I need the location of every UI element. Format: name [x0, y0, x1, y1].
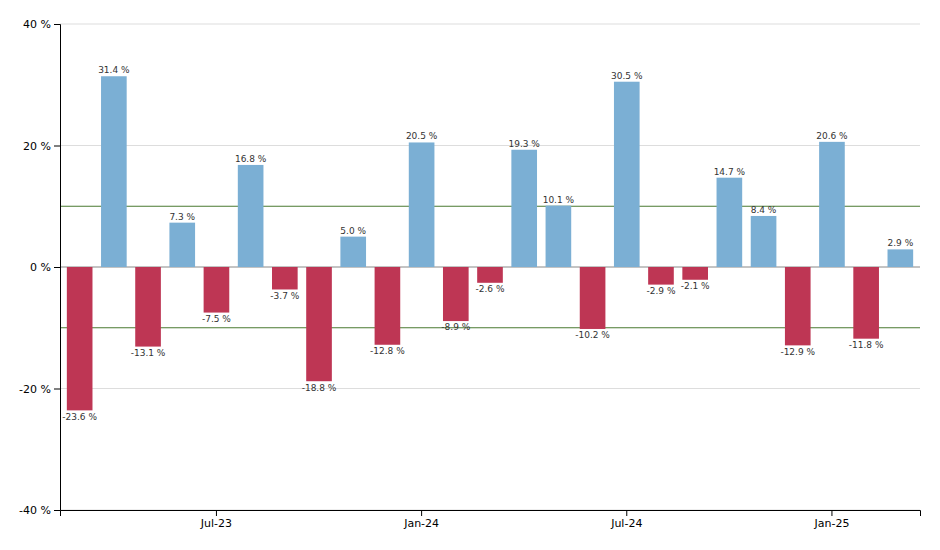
bar: [682, 267, 708, 280]
grid-line: [60, 145, 920, 146]
tick-label: Jan-24: [403, 517, 439, 530]
bar: [340, 237, 366, 267]
y-axis: -40 % -20 % 0 % 20 % 40 %: [19, 18, 60, 517]
data-label: -23.6 %: [62, 412, 97, 422]
bar: [853, 267, 879, 339]
bar: [443, 267, 469, 321]
data-label: -12.8 %: [370, 346, 405, 356]
chart: -23.6 % 31.4 % -13.1 % 7.3 % -7.5 % 16.8 % -3.…: [0, 0, 940, 550]
bar: [580, 267, 606, 329]
bar: [272, 267, 298, 289]
tick-mark: [216, 510, 217, 516]
bar: [819, 142, 845, 267]
bar: [67, 267, 93, 410]
plot: -23.6 % 31.4 % -13.1 % 7.3 % -7.5 % 16.8 % -3.…: [19, 18, 920, 530]
axis-line: [54, 25, 61, 511]
tick-label: 40 %: [23, 18, 51, 31]
tick-mark: [626, 510, 627, 516]
data-label: 19.3 %: [508, 139, 540, 149]
bar: [477, 267, 503, 283]
tick-mark: [54, 267, 60, 268]
bar: [238, 165, 264, 267]
grid: [60, 24, 920, 510]
bar: [204, 267, 230, 313]
tick: 40 %: [23, 18, 60, 31]
bar: [717, 178, 743, 267]
tick: -40 %: [19, 504, 60, 517]
tick-mark: [54, 146, 60, 147]
data-label: -2.1 %: [681, 281, 710, 291]
bar: [614, 82, 640, 267]
data-label: -10.2 %: [575, 330, 610, 340]
tick-mark: [54, 510, 60, 511]
data-label: 31.4 %: [98, 65, 130, 75]
data-label: -11.8 %: [849, 340, 884, 350]
axis-line: [61, 511, 921, 517]
bar: [375, 267, 401, 345]
data-label: 5.0 %: [340, 226, 366, 236]
tick-label: Jul-24: [610, 517, 642, 530]
bar: [409, 142, 435, 267]
data-labels: -23.6 % 31.4 % -13.1 % 7.3 % -7.5 % 16.8 % -3.…: [62, 65, 913, 422]
data-label: 8.4 %: [751, 205, 777, 215]
bar: [511, 150, 537, 267]
tick-label: 20 %: [23, 140, 51, 153]
bar: [546, 206, 572, 267]
data-label: -2.9 %: [646, 286, 675, 296]
reference-line: [60, 206, 920, 207]
tick-mark: [54, 389, 60, 390]
tick: -20 %: [19, 383, 60, 396]
tick-label: Jul-23: [200, 517, 232, 530]
x-axis: Jul-23 Jan-24 Jul-24 Jan-25: [61, 510, 921, 530]
data-label: 30.5 %: [611, 71, 643, 81]
tick-mark: [831, 510, 832, 516]
tick-mark: [54, 24, 60, 25]
data-label: -13.1 %: [131, 348, 166, 358]
marks: [60, 76, 920, 410]
data-label: 20.5 %: [406, 131, 438, 141]
tick-label: Jan-25: [813, 517, 849, 530]
bar: [648, 267, 674, 285]
tick: Jan-24: [403, 510, 439, 530]
tick-label: -20 %: [19, 383, 51, 396]
tick-label: -40 %: [19, 504, 51, 517]
data-label: 16.8 %: [235, 154, 267, 164]
data-label: -7.5 %: [202, 314, 231, 324]
bar: [785, 267, 811, 345]
data-label: -3.7 %: [270, 291, 299, 301]
bar: [135, 267, 161, 347]
grid-line: [60, 388, 920, 389]
data-label: -12.9 %: [780, 347, 815, 357]
tick: Jul-24: [610, 510, 642, 530]
data-label: 20.6 %: [816, 131, 848, 141]
bar: [751, 216, 777, 267]
tick: Jan-25: [813, 510, 849, 530]
bar: [169, 223, 195, 267]
data-label: -2.6 %: [476, 284, 505, 294]
tick: 0 %: [30, 261, 60, 274]
data-label: -8.9 %: [441, 322, 470, 332]
tick-mark: [421, 510, 422, 516]
data-label: 2.9 %: [887, 238, 913, 248]
data-label: 14.7 %: [714, 167, 746, 177]
bar: [306, 267, 332, 381]
bar: [101, 76, 127, 267]
data-label: 10.1 %: [543, 195, 575, 205]
tick: Jul-23: [200, 510, 232, 530]
data-label: 7.3 %: [169, 212, 195, 222]
tick: 20 %: [23, 140, 60, 153]
bar: [888, 249, 914, 267]
grid-line: [60, 24, 920, 25]
data-label: -18.8 %: [302, 383, 337, 393]
tick-label: 0 %: [30, 261, 51, 274]
